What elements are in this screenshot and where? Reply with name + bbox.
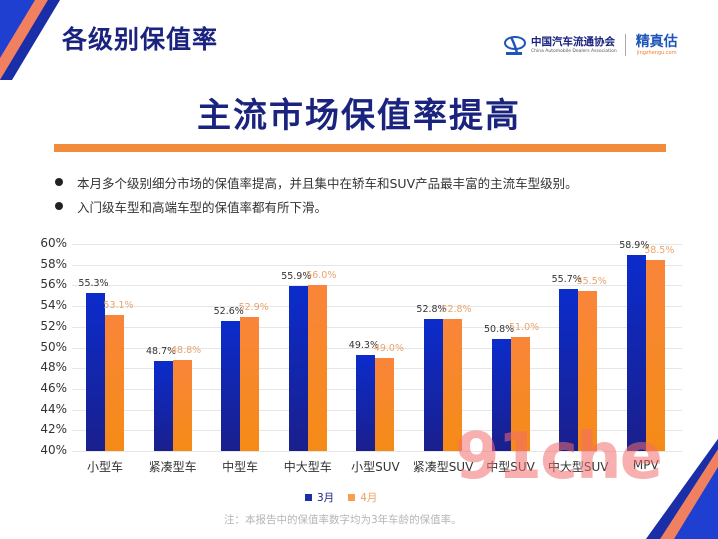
y-axis-tick: 52% bbox=[40, 318, 67, 333]
logo-area: 中国汽车流通协会 China Automobile Dealers Associ… bbox=[503, 28, 678, 62]
gridline bbox=[72, 244, 682, 245]
legend-swatch-orange-icon bbox=[348, 494, 356, 501]
bullet-item: 入门级车型和高端车型的保值率都有所下滑。 bbox=[55, 194, 578, 218]
value-label: 52.6% bbox=[213, 305, 244, 317]
bar-april[interactable] bbox=[307, 285, 327, 451]
watermark: 91che bbox=[455, 420, 663, 494]
value-label: 49.3% bbox=[348, 339, 379, 351]
value-label: 55.5% bbox=[576, 275, 607, 287]
y-axis-tick: 42% bbox=[40, 422, 67, 437]
value-label: 55.3% bbox=[78, 277, 109, 289]
main-headline: 主流市场保值率提高 bbox=[197, 96, 521, 136]
value-label: 49.0% bbox=[373, 342, 404, 354]
y-axis-tick: 54% bbox=[40, 298, 67, 313]
bar-march[interactable] bbox=[221, 320, 241, 451]
bar-april[interactable] bbox=[375, 357, 395, 451]
value-label: 50.8% bbox=[484, 324, 515, 336]
bar-march[interactable] bbox=[288, 286, 308, 451]
legend-item-march[interactable]: 3月 bbox=[305, 490, 334, 505]
y-axis-tick: 46% bbox=[40, 380, 67, 395]
corner-decoration-bottom-right bbox=[638, 439, 718, 539]
value-label: 52.8% bbox=[416, 303, 447, 315]
gridline bbox=[72, 326, 682, 328]
legend-swatch-blue-icon bbox=[305, 494, 312, 501]
footnote: 注：本报告中的保值率数字均为3年车龄的保值率。 bbox=[224, 514, 462, 526]
bullet-dot-icon bbox=[55, 178, 63, 186]
bullet-item: 本月多个级别细分市场的保值率提高，并且集中在轿车和SUV产品最丰富的主流车型级别… bbox=[55, 170, 578, 194]
y-axis-tick: 60% bbox=[40, 236, 67, 250]
x-axis-label: 中型车 bbox=[222, 460, 259, 474]
value-label: 58.9% bbox=[619, 240, 650, 252]
corner-decoration-top-left bbox=[0, 0, 80, 80]
bullet-text: 本月多个级别细分市场的保值率提高，并且集中在轿车和SUV产品最丰富的主流车型级别… bbox=[77, 175, 578, 191]
x-axis-label: 小型车 bbox=[86, 460, 123, 474]
x-axis-label: 中大型车 bbox=[283, 460, 332, 474]
y-axis-tick: 44% bbox=[40, 401, 67, 416]
value-label: 52.9% bbox=[238, 302, 269, 314]
value-label: 53.1% bbox=[103, 300, 134, 312]
value-label: 51.0% bbox=[509, 322, 540, 334]
bullet-text: 入门级车型和高端车型的保值率都有所下滑。 bbox=[77, 199, 328, 215]
value-label: 52.8% bbox=[441, 303, 472, 315]
gridline bbox=[72, 409, 682, 411]
value-label: 55.7% bbox=[551, 273, 582, 285]
bar-april[interactable] bbox=[240, 317, 260, 451]
gridline bbox=[72, 285, 682, 287]
gridline bbox=[72, 347, 682, 349]
bar-april[interactable] bbox=[172, 359, 192, 451]
bullet-list: 本月多个级别细分市场的保值率提高，并且集中在轿车和SUV产品最丰富的主流车型级别… bbox=[55, 170, 578, 218]
jzg-name-cn: 精真估 bbox=[635, 33, 678, 50]
bullet-dot-icon bbox=[55, 202, 63, 210]
value-label: 48.8% bbox=[171, 344, 202, 356]
value-label: 56.0% bbox=[306, 270, 337, 282]
value-label: 48.7% bbox=[146, 345, 177, 357]
x-axis-label: 小型SUV bbox=[351, 460, 400, 474]
gridline bbox=[72, 264, 682, 266]
gridline bbox=[72, 368, 682, 370]
y-axis-tick: 56% bbox=[40, 277, 67, 292]
cada-name-cn: 中国汽车流通协会 bbox=[531, 35, 615, 48]
legend-item-april[interactable]: 4月 bbox=[348, 490, 377, 505]
y-axis-tick: 48% bbox=[40, 360, 67, 375]
bar-march[interactable] bbox=[86, 292, 105, 451]
bar-april[interactable] bbox=[105, 315, 124, 451]
y-axis-tick: 40% bbox=[40, 443, 67, 457]
cada-name-en: China Automobile Dealers Association bbox=[531, 48, 617, 54]
value-label: 58.5% bbox=[644, 244, 675, 256]
cada-logo-icon bbox=[504, 36, 526, 55]
chart-legend: 3月 4月 bbox=[305, 490, 391, 505]
value-label: 55.9% bbox=[281, 271, 312, 283]
bar-march[interactable] bbox=[356, 354, 376, 451]
y-axis-tick: 58% bbox=[40, 256, 67, 271]
section-title: 各级别保值率 bbox=[62, 25, 219, 54]
bar-march[interactable] bbox=[153, 360, 173, 451]
logo-divider bbox=[624, 34, 626, 56]
jzg-name-en: jingzhengu.com bbox=[636, 49, 677, 56]
gridline bbox=[72, 388, 682, 390]
x-axis-label: 紧凑型车 bbox=[148, 460, 197, 474]
legend-label: 3月 bbox=[317, 492, 335, 504]
gridline bbox=[72, 306, 682, 308]
headline-divider bbox=[54, 144, 666, 152]
legend-label: 4月 bbox=[360, 492, 378, 504]
y-axis-tick: 50% bbox=[40, 339, 67, 354]
bar-march[interactable] bbox=[424, 318, 443, 451]
